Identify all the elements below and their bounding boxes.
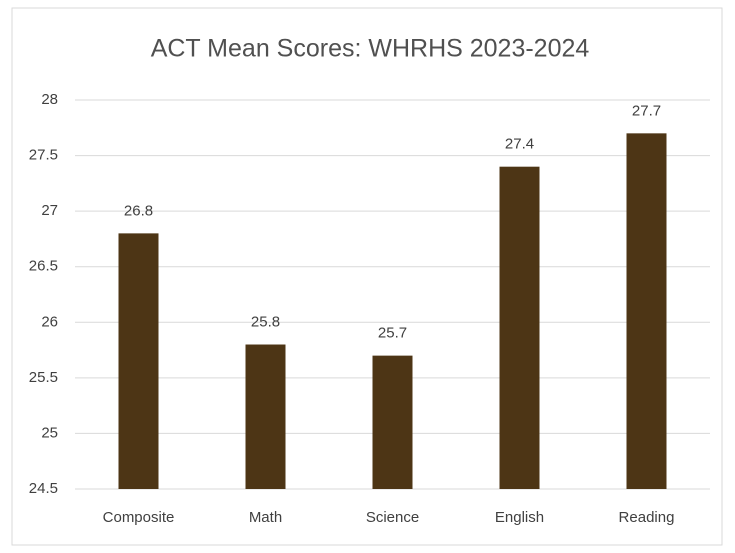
x-tick-label: Science [366, 509, 419, 526]
data-label: 25.7 [378, 325, 407, 342]
x-tick-label: Math [249, 509, 282, 526]
chart-title: ACT Mean Scores: WHRHS 2023-2024 [151, 35, 590, 63]
data-label: 26.8 [124, 202, 153, 219]
x-tick-label: English [495, 509, 544, 526]
y-tick-label: 26 [41, 313, 58, 330]
bar [245, 344, 286, 489]
data-label: 25.8 [251, 313, 280, 330]
bar [499, 166, 540, 489]
x-tick-label: Reading [619, 509, 675, 526]
bar [626, 133, 667, 490]
bar [118, 233, 159, 489]
x-tick-label: Composite [103, 509, 175, 526]
y-tick-label: 24.5 [29, 480, 58, 497]
data-label: 27.4 [505, 136, 534, 153]
bar [372, 355, 413, 489]
y-tick-label: 28 [41, 91, 58, 108]
y-tick-label: 27 [41, 202, 58, 219]
y-tick-label: 25 [41, 424, 58, 441]
data-label: 27.7 [632, 102, 661, 119]
y-tick-label: 26.5 [29, 258, 58, 275]
y-tick-label: 27.5 [29, 147, 58, 164]
y-tick-label: 25.5 [29, 369, 58, 386]
